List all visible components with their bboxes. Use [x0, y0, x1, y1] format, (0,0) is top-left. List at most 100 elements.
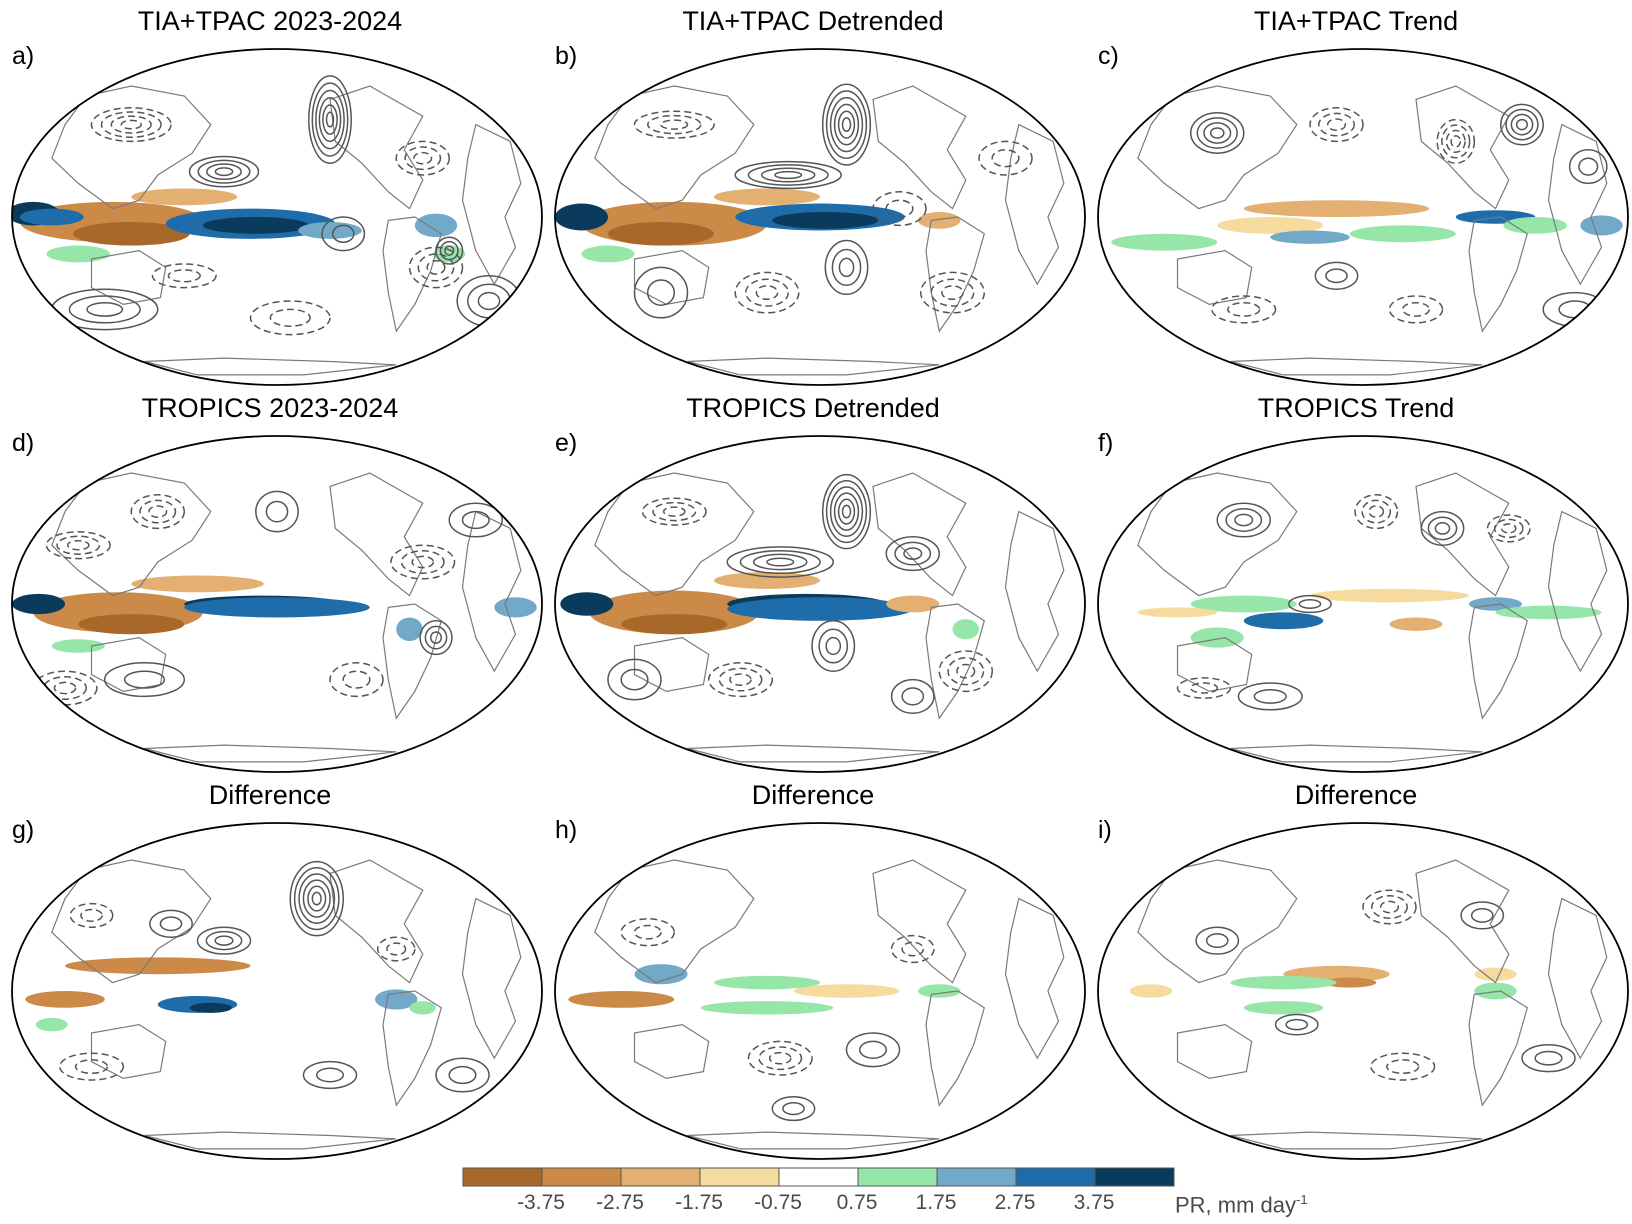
panel-label: d): [12, 429, 35, 457]
positive-contour: [86, 301, 124, 317]
negative-contour: [58, 1052, 125, 1081]
positive-contour: [824, 239, 869, 296]
positive-contour: [321, 216, 366, 252]
negative-contour: [45, 531, 111, 560]
precip-anomaly-patch: [1389, 617, 1443, 631]
positive-contour: [214, 167, 234, 177]
positive-contour: [149, 909, 193, 938]
positive-contour: [103, 662, 186, 698]
positive-contour: [1298, 599, 1322, 609]
coastline: [633, 636, 710, 693]
negative-contour: [872, 191, 927, 227]
precip-anomaly-patch: [1323, 977, 1377, 988]
precip-anomaly-patch: [72, 222, 190, 246]
map-content: [555, 436, 1085, 772]
coastline: [1547, 897, 1608, 1060]
positive-contour: [448, 502, 503, 538]
positive-contour: [837, 110, 856, 139]
map-content: [555, 49, 1085, 385]
precip-anomaly-patch: [772, 211, 879, 229]
negative-contour: [329, 662, 384, 698]
negative-contour: [1371, 895, 1408, 919]
positive-contour: [205, 930, 243, 951]
negative-contour: [249, 300, 331, 336]
precip-anomaly-patch: [608, 222, 714, 246]
coastline: [1468, 216, 1529, 333]
coastline: [1468, 603, 1529, 720]
positive-contour: [315, 1067, 345, 1083]
negative-contour: [1379, 900, 1400, 914]
colorbar-swatch: [936, 1167, 1017, 1187]
negative-contour: [1362, 889, 1417, 925]
precip-anomaly-patch: [414, 213, 458, 238]
precip-anomaly-patch: [714, 572, 820, 589]
precip-anomaly-patch: [1243, 612, 1324, 630]
positive-contour: [841, 117, 852, 133]
colorbar-tick-label: 2.75: [994, 1191, 1036, 1214]
colorbar-units-exponent: -1: [1296, 1192, 1308, 1207]
colorbar-swatch: [1094, 1167, 1175, 1187]
map-panel-g: [11, 822, 543, 1160]
negative-contour: [395, 140, 450, 176]
panel-a: TIA+TPAC 2023-2024 a): [0, 0, 543, 386]
colorbar-swatch: [699, 1167, 780, 1187]
negative-contour: [641, 497, 707, 526]
map-content: [12, 823, 542, 1159]
coastline: [329, 472, 424, 597]
coastline: [461, 510, 522, 673]
negative-contour: [930, 278, 975, 307]
precip-anomaly-patch: [560, 592, 614, 616]
map-panel-e: [554, 435, 1086, 773]
precip-anomaly-patch: [78, 614, 185, 635]
positive-contour: [448, 1065, 477, 1085]
negative-contour: [411, 555, 435, 569]
coastline: [1230, 1131, 1483, 1150]
map-border: [11, 822, 543, 1160]
panel-label: c): [1098, 42, 1119, 70]
coastline: [1547, 123, 1608, 286]
map-content: [1098, 49, 1628, 385]
colorbar-swatch: [620, 1167, 701, 1187]
panel-h: Difference h): [543, 774, 1086, 1160]
map-panel-h: [554, 822, 1086, 1160]
positive-contour: [607, 658, 662, 701]
negative-contour: [633, 110, 715, 139]
coastline: [1230, 357, 1483, 376]
coastline: [1137, 472, 1298, 597]
negative-contour: [1388, 295, 1444, 324]
coastline: [1004, 897, 1065, 1060]
panel-g: Difference g): [0, 774, 543, 1160]
coastline: [51, 859, 212, 984]
negative-contour: [1318, 112, 1355, 137]
coastline: [51, 472, 212, 597]
coastline: [687, 357, 940, 376]
negative-contour: [755, 285, 779, 301]
precip-anomaly-patch: [51, 639, 105, 653]
positive-contour: [1521, 1044, 1576, 1073]
positive-contour: [890, 678, 935, 714]
negative-contour: [148, 505, 168, 518]
negative-contour: [947, 657, 985, 686]
negative-contour: [747, 1040, 813, 1076]
colorbar-tick-label: 3.75: [1073, 1191, 1115, 1214]
negative-contour: [53, 681, 77, 695]
positive-contour: [435, 1057, 490, 1093]
map-background: [12, 823, 542, 1159]
positive-contour: [1274, 1013, 1319, 1036]
precip-anomaly-patch: [1580, 215, 1623, 236]
colorbar-tick-label: 1.75: [915, 1191, 957, 1214]
coastline: [144, 744, 397, 763]
precip-anomaly-patch: [202, 217, 309, 234]
coastline: [594, 472, 755, 597]
precip-anomaly-patch: [19, 208, 84, 226]
precip-anomaly-patch: [12, 593, 65, 615]
positive-contour: [1237, 682, 1303, 711]
positive-contour: [833, 492, 860, 531]
positive-contour: [1515, 118, 1529, 131]
negative-contour: [269, 308, 311, 327]
positive-contour: [214, 935, 234, 946]
negative-contour: [1361, 499, 1392, 524]
panel-title: TROPICS 2023-2024: [141, 393, 399, 423]
precip-anomaly-patch: [1503, 217, 1568, 234]
panel-title: TROPICS Trend: [1257, 393, 1455, 423]
